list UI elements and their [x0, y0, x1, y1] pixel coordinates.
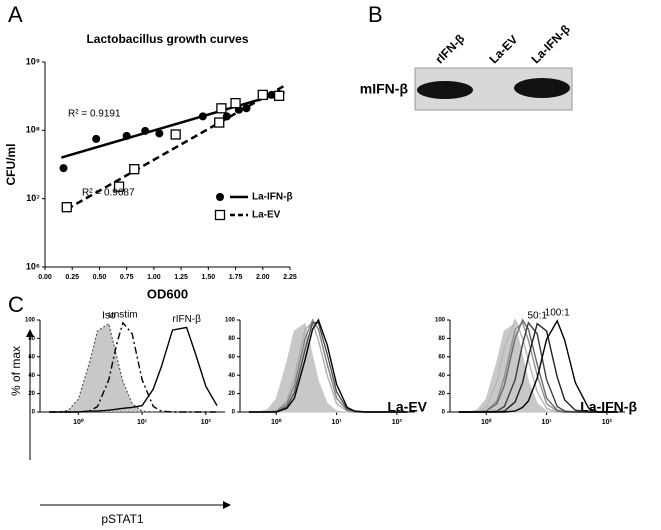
- y-tick-label: 100: [435, 318, 446, 324]
- y-tick-label: 10⁷: [26, 193, 40, 203]
- series-label: rIFN-β: [172, 314, 201, 325]
- series-label: Iso: [102, 310, 116, 321]
- y-tick-label: 40: [28, 373, 35, 379]
- histogram-line: [248, 318, 408, 413]
- histogram-line: [248, 318, 408, 413]
- chart-title: Lactobacillus growth curves: [86, 32, 248, 46]
- x-tick-label: 2.00: [256, 274, 270, 281]
- point: [273, 90, 285, 101]
- blot-band: [417, 81, 473, 99]
- x-axis-label: OD600: [147, 286, 188, 301]
- y-tick-label: 20: [438, 391, 445, 397]
- panel-label: A: [8, 2, 23, 27]
- legend-label: La-EV: [252, 210, 281, 221]
- x-tick-label: 1.25: [174, 274, 188, 281]
- x-tick-label: 0.00: [38, 274, 52, 281]
- x-tick-label: 10⁰: [73, 418, 84, 426]
- x-tick-label: 10¹: [332, 419, 343, 426]
- x-tick-label: 10²: [201, 419, 212, 426]
- y-tick-label: 0: [232, 410, 236, 416]
- panel-label: C: [8, 292, 24, 317]
- x-tick-label: 2.25: [283, 274, 297, 281]
- fit-line: [60, 91, 285, 159]
- x-tick-label: 1.50: [202, 274, 216, 281]
- x-tick-label: 0.50: [93, 274, 107, 281]
- series-label: 50:1: [528, 310, 548, 321]
- point: [59, 164, 68, 173]
- point: [155, 129, 164, 138]
- x-tick-label: 1.75: [229, 274, 243, 281]
- x-tick-label: 10¹: [542, 419, 553, 426]
- x-tick-label: 10⁰: [271, 418, 282, 426]
- y-tick-label: 100: [225, 318, 236, 324]
- point: [170, 129, 181, 140]
- x-tick-label: 10⁰: [481, 418, 492, 426]
- point: [129, 164, 140, 175]
- point: [257, 89, 268, 101]
- lane-label: La-EV: [486, 32, 520, 66]
- annotation: R² = 0.9687: [82, 188, 135, 199]
- x-tick-label: 10¹: [137, 419, 148, 426]
- legend-marker: [216, 193, 224, 201]
- x-tick-label: 10²: [392, 419, 403, 426]
- y-tick-label: 100: [25, 318, 36, 324]
- y-axis-label: CFU/ml: [4, 144, 18, 186]
- y-tick-label: 10⁶: [26, 261, 40, 271]
- point: [242, 104, 251, 113]
- lane-label: La-IFN-β: [528, 22, 572, 66]
- x-axis-label: pSTAT1: [101, 512, 144, 526]
- row-label: mIFN-β: [360, 81, 409, 97]
- y-tick-label: 60: [28, 354, 35, 360]
- fit-line: [66, 84, 286, 211]
- histogram-line: [458, 319, 618, 413]
- point: [198, 112, 207, 121]
- point: [122, 131, 131, 140]
- x-tick-label: 1.00: [147, 274, 161, 281]
- point: [141, 126, 150, 135]
- y-tick-label: 60: [438, 354, 445, 360]
- series-label: 100:1: [545, 308, 570, 319]
- y-axis-label: % of max: [9, 346, 23, 396]
- x-tick-label: 0.25: [65, 274, 79, 281]
- point: [216, 103, 227, 114]
- y-tick-label: 40: [438, 373, 445, 379]
- lane-label: rIFN-β: [432, 31, 467, 66]
- blot-band: [514, 78, 570, 98]
- y-tick-label: 80: [228, 336, 235, 342]
- x-tick-label: 0.75: [120, 274, 134, 281]
- x-tick-label: 10²: [602, 419, 613, 426]
- y-tick-label: 0: [442, 410, 446, 416]
- y-tick-label: 80: [438, 336, 445, 342]
- legend-label: La-IFN-β: [252, 192, 293, 203]
- y-tick-label: 60: [228, 354, 235, 360]
- y-tick-label: 10⁸: [26, 125, 40, 135]
- y-tick-label: 0: [32, 410, 36, 416]
- chart-title: La-EV: [387, 399, 427, 415]
- panel-label: B: [368, 2, 383, 27]
- point: [61, 202, 72, 213]
- point: [230, 97, 241, 109]
- series-label: unstim: [108, 309, 137, 320]
- point: [113, 181, 125, 192]
- y-tick-label: 10⁹: [26, 56, 40, 66]
- point: [214, 117, 225, 128]
- y-tick-label: 40: [228, 373, 235, 379]
- histogram-line: [49, 321, 217, 413]
- y-tick-label: 20: [228, 391, 235, 397]
- legend-marker: [214, 209, 226, 221]
- y-tick-label: 20: [28, 391, 35, 397]
- point: [92, 134, 101, 143]
- y-tick-label: 80: [28, 336, 35, 342]
- histogram-line: [49, 326, 218, 413]
- annotation: R² = 0.9191: [68, 109, 121, 120]
